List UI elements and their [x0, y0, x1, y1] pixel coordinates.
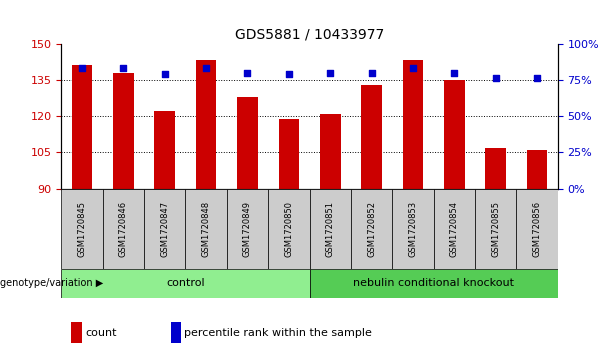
Text: GSM1720850: GSM1720850: [284, 201, 294, 257]
Point: [449, 70, 459, 76]
Bar: [186, 189, 227, 269]
Bar: [310, 269, 558, 298]
Bar: [268, 189, 310, 269]
Bar: [392, 189, 433, 269]
Bar: [527, 150, 547, 189]
Text: GSM1720851: GSM1720851: [326, 201, 335, 257]
Point: [532, 76, 542, 81]
Text: GSM1720854: GSM1720854: [450, 201, 459, 257]
Bar: [61, 269, 310, 298]
Text: GSM1720849: GSM1720849: [243, 201, 252, 257]
Bar: [196, 61, 216, 189]
Text: GSM1720853: GSM1720853: [408, 201, 417, 257]
Text: GSM1720845: GSM1720845: [77, 201, 86, 257]
Bar: [516, 189, 558, 269]
Bar: [154, 111, 175, 189]
Point: [408, 65, 418, 71]
Bar: [103, 189, 144, 269]
Point: [367, 70, 376, 76]
Bar: [71, 322, 82, 343]
Point: [326, 70, 335, 76]
Text: nebulin conditional knockout: nebulin conditional knockout: [353, 278, 514, 288]
Bar: [227, 189, 268, 269]
Point: [201, 65, 211, 71]
Point: [77, 65, 87, 71]
Point: [284, 71, 294, 77]
Text: GSM1720846: GSM1720846: [119, 201, 128, 257]
Point: [491, 76, 501, 81]
Bar: [485, 148, 506, 189]
Bar: [361, 85, 382, 189]
Text: percentile rank within the sample: percentile rank within the sample: [185, 327, 372, 338]
Point: [160, 71, 170, 77]
Bar: [434, 189, 475, 269]
Bar: [113, 73, 134, 189]
Text: GSM1720848: GSM1720848: [202, 201, 211, 257]
Text: genotype/variation ▶: genotype/variation ▶: [0, 278, 103, 288]
Bar: [72, 65, 93, 189]
Bar: [444, 80, 465, 189]
Bar: [61, 189, 103, 269]
Point: [118, 65, 128, 71]
Bar: [310, 189, 351, 269]
Bar: [351, 189, 392, 269]
Bar: [320, 114, 341, 189]
Bar: [237, 97, 258, 189]
Bar: [403, 61, 424, 189]
Bar: [170, 322, 181, 343]
Bar: [144, 189, 186, 269]
Bar: [278, 119, 299, 189]
Bar: [475, 189, 516, 269]
Text: control: control: [166, 278, 205, 288]
Point: [243, 70, 253, 76]
Text: GSM1720855: GSM1720855: [491, 201, 500, 257]
Text: GSM1720856: GSM1720856: [533, 201, 542, 257]
Text: GSM1720847: GSM1720847: [160, 201, 169, 257]
Text: count: count: [85, 327, 116, 338]
Text: GSM1720852: GSM1720852: [367, 201, 376, 257]
Title: GDS5881 / 10433977: GDS5881 / 10433977: [235, 27, 384, 41]
